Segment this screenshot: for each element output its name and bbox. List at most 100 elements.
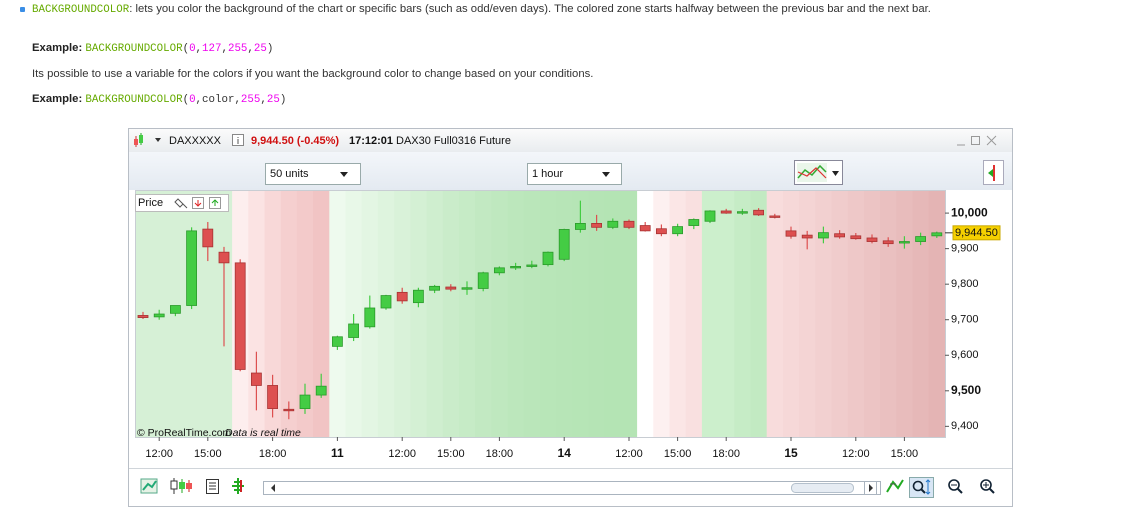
background-zone <box>523 190 541 437</box>
candle-body <box>688 219 700 226</box>
candle-body <box>461 287 473 290</box>
background-zone <box>928 190 945 437</box>
candle-body <box>753 209 764 216</box>
x-tick-label: 15:00 <box>194 448 222 460</box>
background-zone <box>313 190 330 437</box>
background-zone <box>199 190 217 437</box>
candle-body <box>493 267 505 274</box>
note: Its possible to use a variable for the c… <box>32 68 594 80</box>
code-keyword: BACKGROUNDCOLOR <box>85 43 183 55</box>
tool-icon[interactable] <box>206 479 219 494</box>
tool-icon[interactable] <box>140 478 158 494</box>
background-zone <box>896 190 913 437</box>
code-paren: ( <box>182 94 190 106</box>
background-zone <box>588 190 606 437</box>
scroll-left[interactable] <box>271 484 275 492</box>
y-tick-label: 10,000 <box>951 205 988 219</box>
zoom-out[interactable] <box>948 479 963 494</box>
x-tick-label: 15:00 <box>891 448 919 460</box>
background-zone <box>685 190 703 437</box>
background-zone <box>572 190 589 437</box>
tool-icon[interactable] <box>170 478 192 494</box>
candle-body <box>477 272 489 289</box>
panel-label: Price <box>138 197 163 209</box>
plot-frame <box>135 190 946 438</box>
background-zone <box>912 190 930 437</box>
x-tick-label: 12:00 <box>145 448 173 460</box>
candle-body <box>170 305 181 314</box>
background-zone <box>701 190 719 437</box>
tool-icon[interactable] <box>232 478 244 494</box>
example-label: Example: <box>32 93 83 105</box>
info-icon[interactable] <box>232 134 244 146</box>
candle-body <box>526 264 538 267</box>
code-arg: 127 <box>202 43 222 55</box>
x-tick-label: 18:00 <box>712 448 740 460</box>
background-zone <box>475 190 492 437</box>
candle-body <box>315 385 327 396</box>
realtime-note: Data is real time <box>225 427 301 439</box>
x-tick-label: 14 <box>558 446 572 460</box>
tool-icon[interactable] <box>886 479 904 493</box>
candle-body <box>364 307 376 328</box>
indicator-button[interactable] <box>794 160 843 185</box>
y-tick-label: 9,700 <box>951 314 979 326</box>
code-arg: 0 <box>189 94 196 106</box>
background-zone <box>426 190 444 437</box>
code-arg: 25 <box>266 94 280 106</box>
scroll-thumb[interactable] <box>791 483 854 493</box>
candle-body <box>574 223 586 230</box>
candle-body <box>202 228 214 248</box>
background-zone <box>377 190 395 437</box>
zoom-in[interactable] <box>980 479 995 494</box>
background-zone <box>750 190 768 437</box>
background-zone <box>799 190 816 437</box>
candle-body <box>396 291 408 302</box>
candle-body <box>137 315 149 318</box>
example: Example: BACKGROUNDCOLOR(0,127,255,25) <box>32 40 1117 58</box>
background-zone <box>345 190 363 437</box>
candle-body <box>850 235 862 240</box>
background-zone <box>766 190 784 437</box>
background-zone <box>604 190 622 437</box>
candle-body <box>153 313 165 318</box>
candle-body <box>931 232 943 237</box>
background-zone <box>491 190 508 437</box>
code-separator: , <box>221 43 228 55</box>
background-zone <box>458 190 476 437</box>
order-button[interactable] <box>983 160 1004 185</box>
window-controls[interactable] <box>957 135 997 146</box>
y-tick-label: 9,500 <box>951 383 981 397</box>
y-tick-label: 9,800 <box>951 278 979 290</box>
scrollbar[interactable] <box>263 481 881 495</box>
background-zone <box>264 190 282 437</box>
background-zone <box>280 190 298 437</box>
menu-arrow[interactable] <box>155 138 161 142</box>
candle-body <box>704 210 716 222</box>
keyword: BACKGROUNDCOLOR <box>32 4 130 16</box>
candle-body <box>234 262 246 370</box>
scroll-right[interactable] <box>869 484 873 492</box>
background-zone <box>410 190 427 437</box>
example: Example: BACKGROUNDCOLOR(0,color,255,25) <box>32 91 1117 109</box>
x-tick-label: 12:00 <box>615 448 643 460</box>
code-keyword: BACKGROUNDCOLOR <box>85 94 183 106</box>
candle-body <box>558 229 570 260</box>
candle-body <box>882 240 894 245</box>
units-dropdown[interactable] <box>265 163 361 185</box>
background-zone <box>718 190 735 437</box>
timeframe-dropdown[interactable] <box>527 163 622 185</box>
panel-header <box>135 194 229 212</box>
code-arg: 25 <box>253 43 267 55</box>
candle-body <box>283 408 295 412</box>
x-tick-label: 12:00 <box>388 448 416 460</box>
candle-body <box>348 323 360 338</box>
background-zone <box>442 190 460 437</box>
zoom-fit[interactable] <box>909 477 934 498</box>
y-tick-label: 9,900 <box>951 243 979 255</box>
candle-body <box>412 289 424 304</box>
units: 50 units <box>270 168 309 180</box>
x-tick-label: 15 <box>784 446 798 460</box>
code-separator: , <box>234 94 241 106</box>
candle-body <box>737 211 748 214</box>
